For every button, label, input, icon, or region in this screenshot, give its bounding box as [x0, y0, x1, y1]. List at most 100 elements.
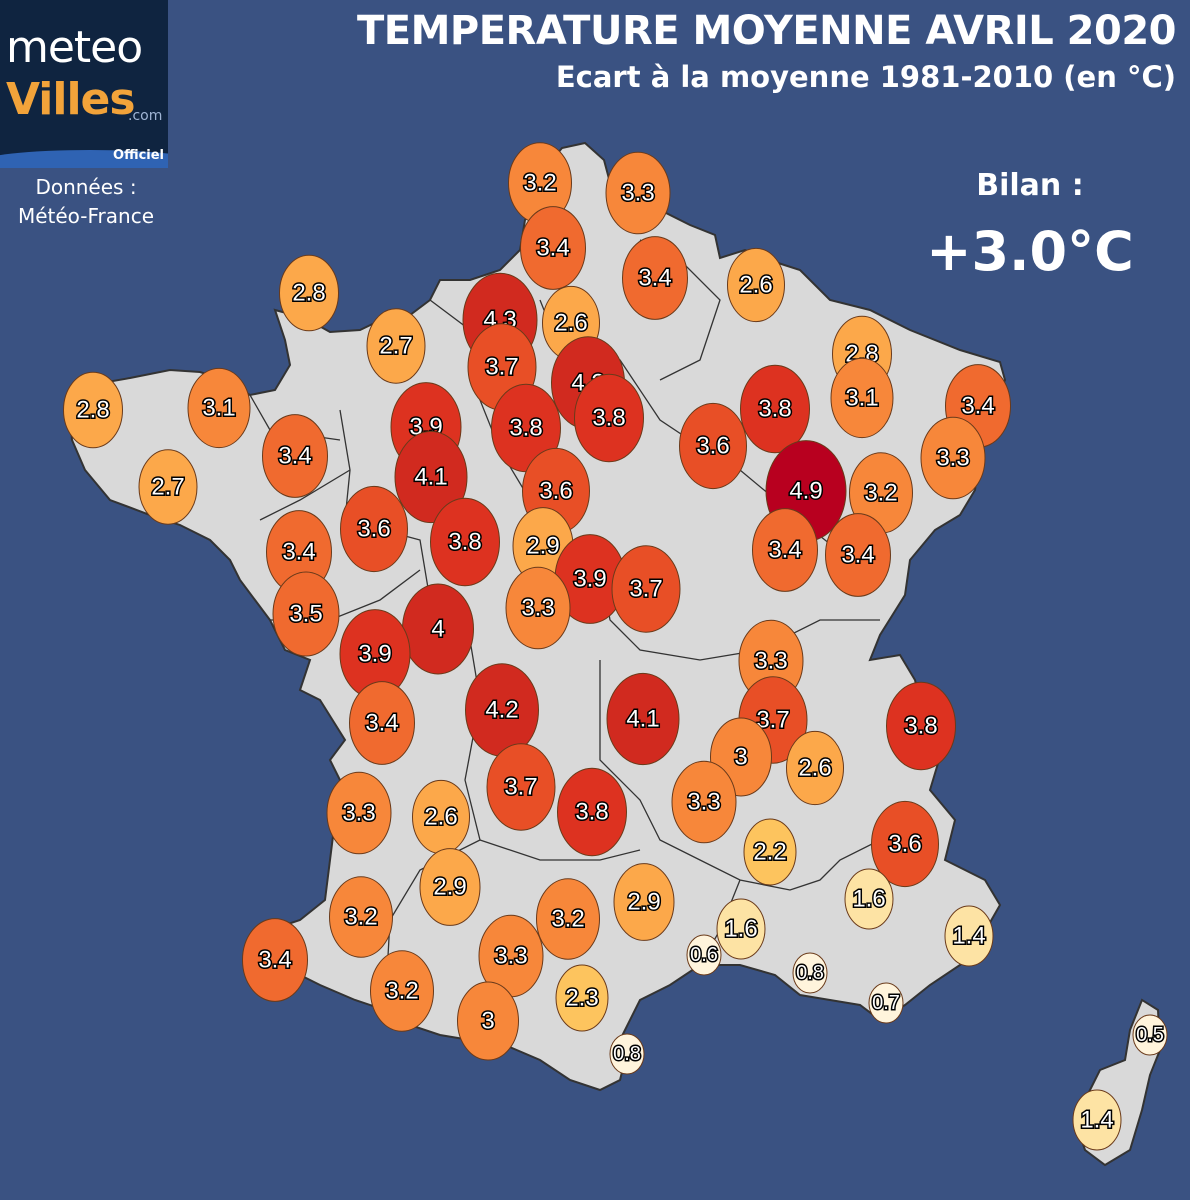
station-value: 3.1	[202, 395, 235, 422]
station-value: 2.9	[433, 874, 466, 901]
station-bubble	[671, 760, 737, 844]
station-marker: 3.6	[871, 800, 939, 888]
meteovilles-logo[interactable]: meteo Villes .com Officiel	[0, 0, 168, 168]
station-marker: 3.2	[329, 876, 393, 958]
station-marker: 2.8	[279, 254, 339, 332]
station-value: 3	[481, 1008, 494, 1035]
station-bubble	[920, 416, 986, 500]
station-marker: 3.3	[478, 914, 544, 998]
station-marker: 3.4	[262, 414, 328, 498]
map-subtitle: Ecart à la moyenne 1981-2010 (en °C)	[555, 60, 1176, 94]
station-value: 2.6	[798, 755, 831, 782]
station-marker: 2.3	[555, 964, 609, 1032]
station-marker: 2.9	[512, 507, 574, 585]
station-value: 3.4	[365, 710, 398, 737]
station-marker: 0.6	[686, 934, 722, 976]
station-bubble	[279, 254, 339, 332]
station-value: 2.6	[739, 272, 772, 299]
station-marker: 1.4	[944, 905, 994, 967]
station-value: 4.2	[485, 697, 518, 724]
station-bubble	[505, 566, 571, 650]
station-marker: 3.3	[671, 760, 737, 844]
station-bubble	[743, 818, 797, 886]
source-line2: Météo-France	[17, 204, 155, 228]
station-value: 0.8	[613, 1043, 641, 1065]
station-value: 3.9	[358, 641, 391, 668]
station-marker: 2.6	[412, 779, 470, 855]
station-bubble	[340, 485, 408, 573]
station-value: 3.6	[539, 478, 572, 505]
station-bubble	[430, 497, 500, 587]
summary-label: Bilan :	[976, 168, 1084, 203]
station-marker: 2.7	[366, 308, 426, 384]
station-marker: 3.5	[272, 571, 340, 657]
station-value: 2.9	[627, 889, 660, 916]
station-marker: 3.2	[536, 878, 600, 960]
station-bubble	[716, 898, 766, 960]
station-marker: 3.3	[920, 416, 986, 500]
station-bubble	[520, 206, 586, 290]
station-value: 3	[734, 744, 747, 771]
station-bubble	[871, 800, 939, 888]
station-marker: 2.2	[743, 818, 797, 886]
station-value: 2.6	[424, 804, 457, 831]
station-value: 3.8	[448, 529, 481, 556]
station-marker: 2.6	[786, 730, 844, 806]
station-marker: 3.1	[187, 367, 251, 449]
source-line1: Données :	[35, 175, 137, 199]
station-marker: 3.4	[242, 918, 308, 1002]
station-bubble	[329, 876, 393, 958]
station-bubble	[262, 414, 328, 498]
station-value: 2.2	[753, 839, 786, 866]
station-bubble	[1132, 1014, 1168, 1056]
station-bubble	[557, 767, 627, 857]
station-value: 3.6	[888, 831, 921, 858]
station-value: 3.8	[904, 713, 937, 740]
station-value: 2.7	[151, 474, 184, 501]
station-bubble	[740, 364, 810, 454]
station-value: 0.8	[796, 962, 824, 984]
station-marker: 3.7	[611, 545, 681, 633]
station-value: 1.4	[1080, 1107, 1113, 1134]
station-bubble	[786, 730, 844, 806]
station-value: 3.8	[758, 396, 791, 423]
station-value: 3.7	[485, 354, 518, 381]
station-bubble	[844, 868, 894, 930]
station-bubble	[486, 743, 556, 831]
station-value: 3.8	[592, 405, 625, 432]
station-marker: 3.8	[886, 681, 956, 771]
station-marker: 2.6	[727, 247, 785, 323]
station-marker: 0.7	[868, 982, 904, 1024]
station-bubble	[272, 571, 340, 657]
stations-layer: 3.23.33.43.42.62.84.32.62.72.83.74.23.12…	[63, 142, 1168, 1151]
station-value: 2.6	[554, 310, 587, 337]
logo-text-villes: Villes	[6, 74, 136, 125]
station-marker: 4.1	[394, 430, 468, 524]
station-marker: 0.8	[609, 1033, 645, 1075]
station-marker: 3.8	[574, 373, 644, 463]
station-marker: 2.7	[138, 449, 198, 525]
station-bubble	[830, 357, 894, 439]
station-value: 2.3	[565, 985, 598, 1012]
station-marker: 3.6	[340, 485, 408, 573]
station-marker: 3.3	[505, 566, 571, 650]
station-bubble	[1072, 1089, 1122, 1151]
logo-officiel-tag: Officiel	[113, 148, 164, 163]
station-bubble	[349, 681, 415, 765]
data-source: Données : Météo-France	[0, 173, 172, 231]
station-bubble	[686, 934, 722, 976]
station-marker: 2.9	[613, 863, 675, 941]
station-value: 1.4	[952, 923, 985, 950]
station-marker: 3.4	[752, 508, 818, 592]
station-value: 3.2	[344, 904, 377, 931]
station-marker: 1.4	[1072, 1089, 1122, 1151]
station-value: 3.1	[845, 385, 878, 412]
station-value: 3.3	[342, 800, 375, 827]
station-value: 3.8	[509, 415, 542, 442]
station-marker: 3.6	[679, 402, 747, 490]
station-marker: 3.4	[622, 236, 688, 320]
station-marker: 3.8	[491, 383, 561, 473]
station-marker: 4	[402, 583, 474, 675]
station-bubble	[605, 151, 671, 235]
